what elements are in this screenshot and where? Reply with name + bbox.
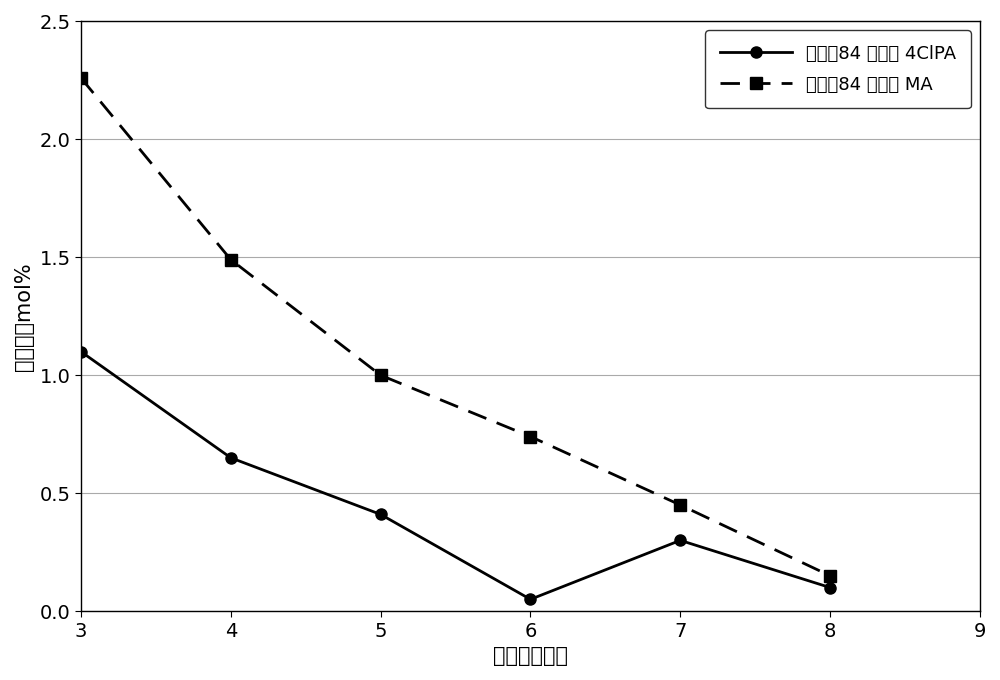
实施例84 残余的 MA [674, 501, 686, 509]
实施例84 残余的 4ClPA [674, 537, 686, 545]
Line: 实施例84 残余的 MA: 实施例84 残余的 MA [75, 73, 836, 581]
实施例84 残余的 4ClPA [375, 510, 387, 518]
实施例84 残余的 4ClPA [524, 595, 536, 603]
实施例84 残余的 4ClPA [824, 583, 836, 592]
实施例84 残余的 MA [225, 256, 237, 264]
X-axis label: 时间（小时）: 时间（小时） [493, 646, 568, 666]
实施例84 残余的 MA [524, 432, 536, 441]
实施例84 残余的 4ClPA [75, 347, 87, 356]
Line: 实施例84 残余的 4ClPA: 实施例84 残余的 4ClPA [75, 346, 836, 605]
实施例84 残余的 MA [375, 371, 387, 379]
实施例84 残余的 4ClPA [225, 454, 237, 462]
Legend: 实施例84 残余的 4ClPA, 实施例84 残余的 MA: 实施例84 残余的 4ClPA, 实施例84 残余的 MA [705, 31, 971, 109]
实施例84 残余的 MA [75, 74, 87, 82]
Y-axis label: 残余的，mol%: 残余的，mol% [14, 262, 34, 371]
实施例84 残余的 MA [824, 572, 836, 580]
